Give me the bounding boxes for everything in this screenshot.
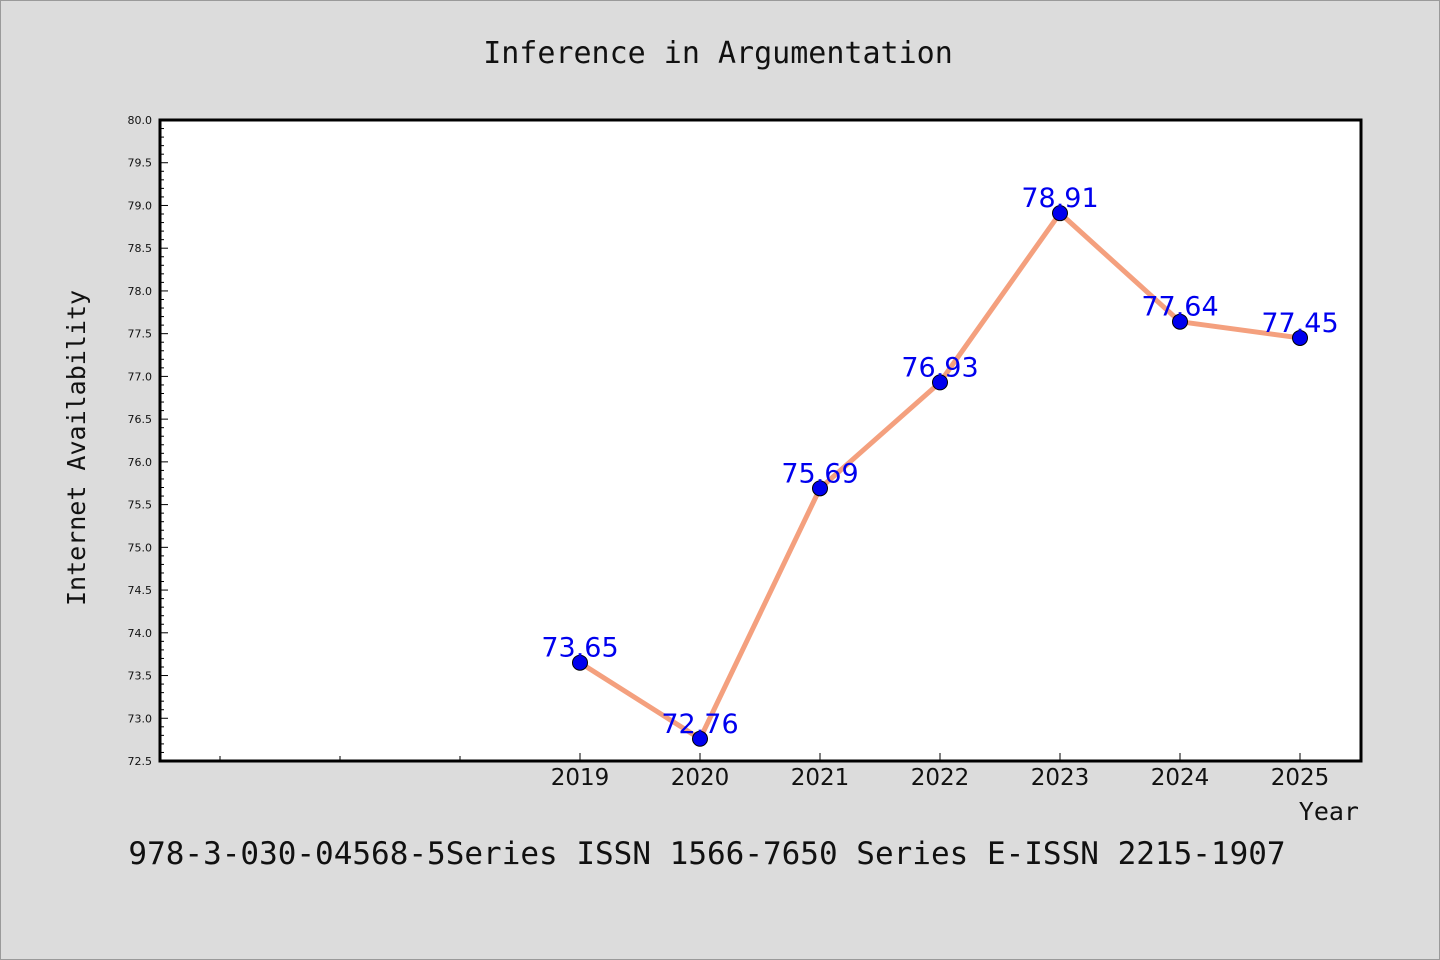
plot-border [158, 118, 1363, 763]
chart-title: Inference in Argumentation [483, 36, 953, 71]
y-tick-label: 73.0 [128, 712, 153, 725]
y-tick-label: 74.0 [128, 627, 153, 640]
data-point [932, 374, 948, 391]
y-axis-label: Internet Availability [62, 290, 91, 606]
data-point [1172, 313, 1188, 330]
series-group: 73.65 72.76 75.69 76.93 78.91 77.64 77.45 [541, 183, 1339, 747]
data-point [692, 730, 708, 747]
data-label: 77.45 [1261, 308, 1338, 339]
y-tick-label: 78.0 [128, 285, 153, 298]
x-tick-label: 2023 [1031, 765, 1090, 791]
y-tick-label: 77.0 [128, 370, 153, 383]
y-tick-label: 79.5 [128, 157, 153, 170]
x-tick-label: 2022 [911, 765, 970, 791]
data-point [812, 480, 828, 497]
y-tick-label: 76.5 [128, 413, 153, 426]
y-tick-label: 77.5 [128, 328, 153, 341]
data-label: 72.76 [661, 709, 738, 740]
y-tick-label: 74.5 [128, 584, 153, 597]
data-point [1292, 329, 1308, 346]
plot-area [160, 120, 1361, 761]
x-tick-label: 2025 [1271, 765, 1330, 791]
data-label: 78.91 [1021, 183, 1098, 214]
x-tick-label: 2024 [1151, 765, 1210, 791]
data-label: 77.64 [1141, 292, 1218, 323]
data-point [572, 654, 588, 671]
y-tick-label: 80.0 [128, 114, 153, 127]
y-tick-label: 75.5 [128, 499, 153, 512]
y-tick-label: 79.0 [128, 199, 153, 212]
x-tick-label: 2021 [791, 765, 850, 791]
data-point [1052, 205, 1068, 222]
y-tick-label: 76.0 [128, 456, 153, 469]
data-label: 75.69 [781, 458, 858, 489]
data-label: 76.93 [901, 352, 978, 383]
y-tick-label: 78.5 [128, 242, 153, 255]
y-tick-label: 75.0 [128, 541, 153, 554]
x-tick-label: 2019 [551, 765, 610, 791]
x-axis: 2019 2020 2021 2022 2023 2024 2025 [219, 753, 1330, 791]
y-tick-label: 73.5 [128, 670, 153, 683]
data-label: 73.65 [541, 633, 618, 664]
y-axis: 72.5 73.0 73.5 74.0 74.5 75.0 75.5 76.0 76.5 77.0… [128, 114, 168, 768]
x-tick-label: 2020 [671, 765, 730, 791]
y-tick-label: 72.5 [128, 755, 153, 768]
footer-isbn-issn: 978-3-030-04568-5Series ISSN 1566-7650 S… [128, 836, 1285, 872]
x-axis-label: Year [1299, 797, 1359, 826]
